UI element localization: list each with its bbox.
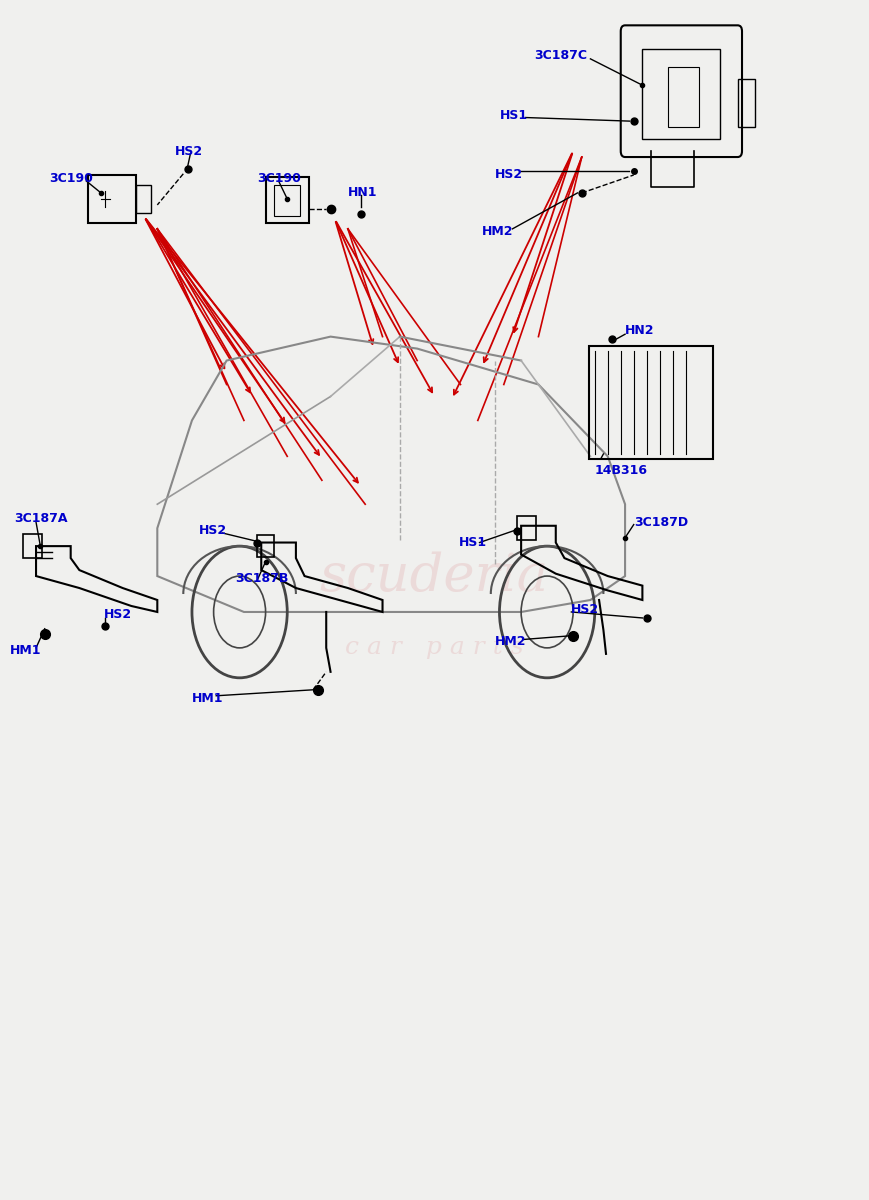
- Text: HS2: HS2: [495, 168, 523, 181]
- Text: HS2: HS2: [199, 524, 227, 538]
- Text: HM2: HM2: [482, 224, 514, 238]
- Text: HN2: HN2: [625, 324, 654, 337]
- Text: scuderia: scuderia: [320, 551, 549, 601]
- Text: HS1: HS1: [459, 536, 487, 550]
- Bar: [517, 516, 536, 540]
- Text: HM2: HM2: [495, 636, 527, 648]
- Bar: [266, 178, 308, 223]
- Bar: [275, 185, 300, 216]
- Text: 3C187A: 3C187A: [15, 512, 68, 526]
- Text: 3C190: 3C190: [49, 172, 93, 185]
- Bar: [668, 67, 699, 127]
- Bar: [88, 175, 136, 223]
- Text: 3C187D: 3C187D: [634, 516, 688, 529]
- Text: HS1: HS1: [500, 109, 527, 121]
- Bar: [642, 49, 720, 139]
- Text: 3C187B: 3C187B: [235, 572, 289, 584]
- Text: 3C190: 3C190: [257, 172, 301, 185]
- Text: c a r   p a r t s: c a r p a r t s: [345, 636, 524, 659]
- Text: HM1: HM1: [10, 643, 42, 656]
- Bar: [257, 535, 275, 557]
- Text: 14B316: 14B316: [594, 464, 647, 478]
- Text: 3C187C: 3C187C: [534, 49, 587, 61]
- Text: HM1: HM1: [192, 691, 223, 704]
- Text: HS2: HS2: [175, 144, 202, 157]
- Bar: [136, 185, 151, 214]
- Text: HS2: HS2: [103, 608, 132, 620]
- Text: HS2: HS2: [571, 604, 600, 616]
- Text: HN1: HN1: [348, 186, 377, 199]
- Bar: [23, 534, 42, 558]
- Bar: [738, 79, 755, 127]
